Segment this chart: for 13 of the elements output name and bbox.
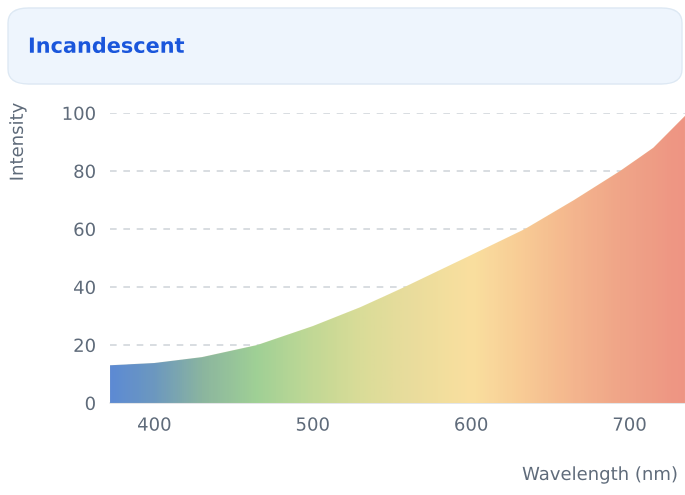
y-axis-title: Intensity bbox=[9, 103, 27, 180]
y-tick-label: 0 bbox=[86, 396, 95, 410]
x-tick-label: 400 bbox=[138, 417, 170, 431]
y-tick-label: 100 bbox=[64, 106, 95, 120]
chart-title: Incandescent bbox=[30, 36, 184, 54]
y-tick-label: 60 bbox=[74, 222, 95, 236]
x-axis-title: Wavelength (nm) bbox=[522, 466, 676, 484]
x-tick-label: 500 bbox=[296, 417, 329, 431]
y-tick-label: 80 bbox=[74, 164, 95, 178]
y-tick-label: 40 bbox=[74, 280, 95, 294]
x-tick-label: 700 bbox=[614, 417, 646, 431]
y-tick-label: 20 bbox=[74, 338, 95, 352]
x-tick-label: 600 bbox=[455, 417, 488, 431]
